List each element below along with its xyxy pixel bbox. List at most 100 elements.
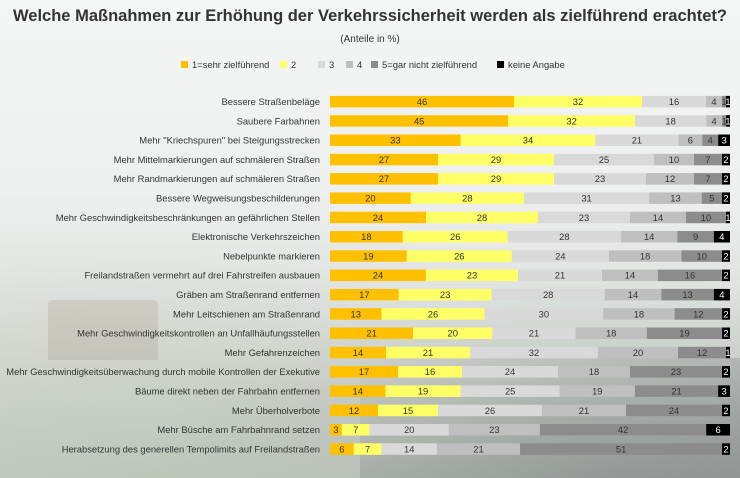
data-label: 25 <box>505 385 515 396</box>
data-label: 14 <box>653 212 663 223</box>
data-label: 25 <box>599 154 609 165</box>
category-label: Bessere Wegweisungsbeschilderungen <box>156 192 320 203</box>
bar-segment <box>398 288 492 301</box>
data-label: 23 <box>467 270 477 281</box>
data-label: 30 <box>539 308 549 319</box>
data-label: 3 <box>721 135 726 146</box>
data-label: 4 <box>711 96 716 107</box>
bar-segment <box>694 153 722 166</box>
data-label: 2 <box>723 366 728 377</box>
bar-segment <box>718 385 730 397</box>
data-label: 2 <box>723 173 728 184</box>
legend-label: keine Angabe <box>508 59 565 70</box>
bar-segment <box>658 269 722 282</box>
data-label: 12 <box>349 405 359 416</box>
bar-segment <box>330 404 378 417</box>
legend-item: 4 <box>346 59 362 70</box>
legend-item: 2 <box>280 59 296 70</box>
category-label: Nebelpunkte markieren <box>223 250 320 261</box>
data-label: 29 <box>491 173 501 184</box>
data-label: 28 <box>462 192 472 203</box>
data-label: 23 <box>440 289 450 300</box>
bar-segment <box>369 424 449 436</box>
category-label: Gräben am Straßenrand entfernen <box>176 289 320 300</box>
category-label: Saubere Farbahnen <box>237 115 320 126</box>
data-label: 21 <box>671 385 681 396</box>
bar-segment <box>330 153 438 166</box>
data-label: 10 <box>696 250 706 261</box>
bar-segment <box>634 385 719 397</box>
bar-segment <box>492 327 576 339</box>
bar-segment <box>726 346 730 359</box>
bar-segment <box>330 366 398 378</box>
category-label: Mehr Mittelmarkierungen auf schmäleren S… <box>114 154 320 165</box>
category-label: Mehr Gefahrenzeichen <box>225 347 320 358</box>
bar-row: 6 7 14 21 51 2 <box>330 443 730 455</box>
legend-label: 4 <box>357 59 362 70</box>
data-label: 24 <box>373 270 383 281</box>
bar-segment <box>341 424 370 436</box>
category-label: Bessere Straßenbeläge <box>222 96 321 107</box>
bar-segment <box>686 211 726 224</box>
bar-segment <box>460 385 560 397</box>
bar-row: 14 21 32 20 12 1 <box>330 346 731 359</box>
bar-segment <box>706 424 730 436</box>
category-label: Bäume direkt neben der Fahrbahn entferne… <box>135 385 320 396</box>
background-road <box>360 358 740 478</box>
bar-row: 33 34 21 6 4 3 <box>330 134 730 146</box>
category-labels: Bessere Straßenbeläge Saubere Farbahnen Me… <box>6 96 320 454</box>
data-label: 20 <box>404 424 414 435</box>
data-label: 21 <box>579 405 589 416</box>
bar-segment <box>595 134 679 146</box>
data-label: 12 <box>665 173 675 184</box>
bar-segment <box>330 173 438 185</box>
bar-segment <box>413 327 493 339</box>
data-label: 26 <box>454 250 464 261</box>
bar-segment <box>426 269 518 282</box>
data-label: 32 <box>573 96 583 107</box>
bar-segment <box>330 211 426 224</box>
data-label: 21 <box>366 328 376 339</box>
legend-item: 5=gar nicht zielführend <box>371 59 477 70</box>
bar-segment <box>677 231 714 243</box>
data-label: 14 <box>353 347 363 358</box>
data-label: 4 <box>719 231 724 242</box>
bar-segment <box>511 250 609 262</box>
bar-segment <box>460 134 596 146</box>
bar-segment <box>330 95 514 108</box>
bar-segment <box>604 288 662 301</box>
data-label: 27 <box>379 154 389 165</box>
bar-segment <box>518 269 602 282</box>
data-label: 18 <box>640 250 650 261</box>
bar-segment <box>575 327 647 339</box>
bar-segment <box>470 346 598 359</box>
bar-segment <box>681 250 722 262</box>
bar-segment <box>385 385 461 397</box>
bar-row: 19 26 24 18 10 2 <box>330 250 730 262</box>
bar-row: 21 20 21 18 19 2 <box>330 327 730 339</box>
data-label: 1 <box>725 96 730 107</box>
data-label: 28 <box>477 212 487 223</box>
bar-segment <box>514 95 642 108</box>
data-label: 17 <box>359 366 369 377</box>
data-label: 6 <box>339 443 344 454</box>
chart-title-block: Welche Maßnahmen zur Erhöhung der Verkeh… <box>0 6 740 50</box>
data-label: 9 <box>693 231 698 242</box>
bar-segment <box>353 443 382 455</box>
data-label: 29 <box>491 154 501 165</box>
legend-swatch <box>280 61 287 68</box>
bar-segment <box>491 288 605 301</box>
category-label: Mehr Geschwindigkeitskontrollen an Unfal… <box>77 328 320 339</box>
bar-segment <box>386 346 470 359</box>
data-label: 1 <box>721 115 726 126</box>
data-label: 23 <box>579 212 589 223</box>
bar-row: 24 28 23 14 10 1 <box>330 211 731 224</box>
bar-segment <box>330 231 403 243</box>
bar-row: 46 32 16 4 11 <box>330 95 731 108</box>
category-label: Mehr Überholverbote <box>232 405 320 416</box>
bar-segment <box>722 366 730 378</box>
bar-segment <box>558 366 630 378</box>
bar-segment <box>438 173 554 185</box>
data-label: 6 <box>716 424 721 435</box>
